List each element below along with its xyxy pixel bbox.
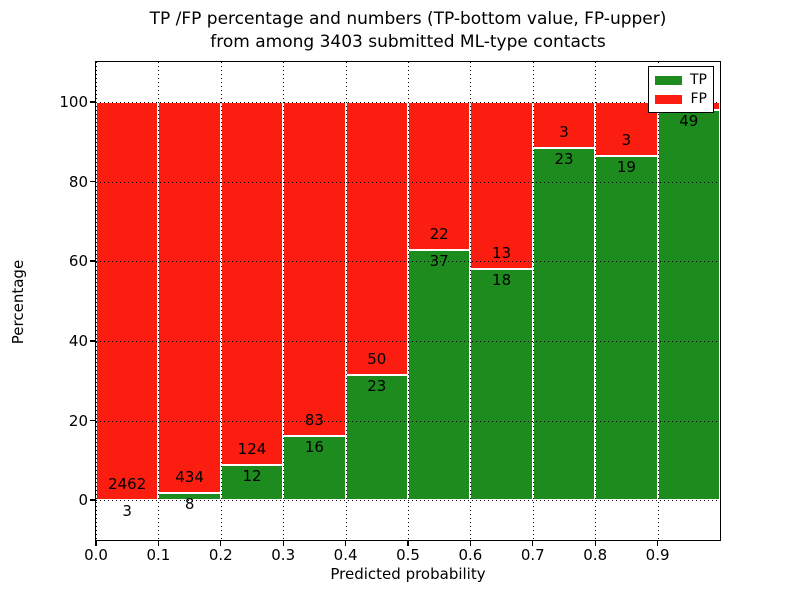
bar-label-fp: 50: [367, 349, 387, 368]
legend-label-tp: TP: [690, 72, 707, 88]
vertical-gridline: [283, 62, 285, 540]
bar-segment-fp: [345, 101, 408, 375]
y-tick-label: 100: [59, 92, 88, 111]
y-tick-mark: [90, 499, 95, 501]
bar-segment-tp: [283, 435, 346, 501]
y-tick-label: 20: [68, 411, 88, 430]
y-tick-mark: [90, 419, 95, 422]
bar-label-fp: 124: [237, 440, 267, 459]
x-tick-mark: [220, 541, 222, 546]
vertical-gridline: [657, 62, 659, 540]
bar-segment-tp: [408, 250, 471, 501]
x-tick-label: 0.4: [333, 546, 358, 564]
bar-segment-tp: [657, 109, 720, 501]
bar-segment-fp: [220, 101, 284, 465]
bar-label-fp: 3: [559, 122, 569, 141]
bar-segment-fp: [158, 101, 221, 493]
bar-segment-tp: [532, 147, 596, 501]
tp-color-swatch: [655, 75, 682, 85]
x-tick-mark: [532, 541, 534, 546]
x-tick-mark: [95, 541, 97, 546]
bar-label-fp: 434: [175, 467, 204, 486]
x-tick-label: 0.3: [271, 546, 296, 564]
bar-segment-tp: [595, 156, 658, 501]
bar-segment-tp: [220, 465, 284, 501]
legend-entry-tp: TP: [655, 72, 707, 88]
y-axis-label: Percentage: [9, 259, 27, 345]
vertical-gridline: [532, 62, 534, 540]
bar-segment-fp: [532, 101, 596, 148]
bar-label-tp: 18: [492, 270, 512, 289]
x-tick-mark: [407, 541, 409, 546]
y-tick-mark: [90, 180, 95, 183]
x-tick-label: 0.7: [520, 546, 545, 564]
bar-segment-fp: [96, 101, 159, 500]
vertical-gridline: [96, 62, 97, 540]
vertical-gridline: [158, 62, 160, 540]
y-tick-mark: [90, 260, 95, 262]
plot-area: 2462 3 434 8 124 12 83 16 50 23 22 37 13 18 3 23 3 19 49: [95, 61, 721, 541]
x-tick-label: 0.6: [458, 546, 483, 564]
y-tick-label: 0: [78, 491, 88, 510]
bar-label-tp: 3: [122, 501, 132, 520]
bar-label-tp: 37: [429, 252, 449, 271]
bar-label-tp: 16: [304, 437, 324, 456]
vertical-gridline: [408, 62, 409, 540]
bar-label-tp: 12: [242, 467, 262, 486]
x-tick-mark: [656, 541, 659, 546]
bar-segment-fp: [408, 101, 471, 251]
x-tick-label: 0.1: [146, 546, 171, 564]
bar-segment-tp: [470, 268, 533, 501]
bar-label-fp: 13: [492, 243, 512, 262]
bar-label-fp: 83: [304, 410, 324, 429]
x-tick-label: 0.0: [84, 546, 108, 564]
y-tick-mark: [90, 101, 95, 103]
x-tick-label: 0.5: [396, 546, 420, 564]
y-tick-label: 40: [68, 331, 88, 350]
y-tick-label: 60: [68, 252, 88, 271]
y-tick-label: 80: [68, 172, 88, 191]
bar-label-tp: 23: [367, 376, 387, 395]
x-tick-mark: [469, 541, 472, 546]
chart-title-line1: TP /FP percentage and numbers (TP-bottom…: [149, 9, 667, 29]
x-tick-label: 0.2: [208, 546, 233, 564]
bar-segment-tp: [345, 374, 408, 501]
bar-segment-fp: [283, 101, 346, 436]
legend-label-fp: FP: [690, 91, 708, 107]
vertical-gridline: [345, 62, 347, 540]
x-tick-label: 0.9: [645, 546, 670, 564]
vertical-gridline: [220, 62, 222, 540]
x-tick-mark: [344, 541, 347, 546]
fp-color-swatch: [655, 94, 682, 104]
bar-label-tp: 19: [616, 158, 636, 177]
bar-label-fp: 22: [429, 225, 449, 244]
x-tick-mark: [282, 541, 284, 546]
x-tick-mark: [594, 541, 596, 546]
x-tick-label: 0.8: [583, 546, 608, 564]
bar-label-fp: 3: [621, 131, 632, 150]
vertical-gridline: [595, 62, 597, 540]
bar-label-tp: 23: [554, 149, 574, 168]
chart-title-line2: from among 3403 submitted ML-type contac…: [210, 32, 606, 52]
x-axis-label: Predicted probability: [330, 565, 486, 583]
bar-label-tp: 8: [184, 494, 195, 513]
y-tick-mark: [90, 340, 95, 342]
legend: TP FP: [648, 66, 714, 113]
bar-label-tp: 49: [679, 111, 699, 130]
chart-title: TP /FP percentage and numbers (TP-bottom…: [96, 8, 720, 54]
x-tick-mark: [157, 541, 160, 546]
bar-label-fp: 2462: [108, 474, 147, 493]
vertical-gridline: [470, 62, 472, 540]
legend-entry-fp: FP: [655, 91, 707, 107]
